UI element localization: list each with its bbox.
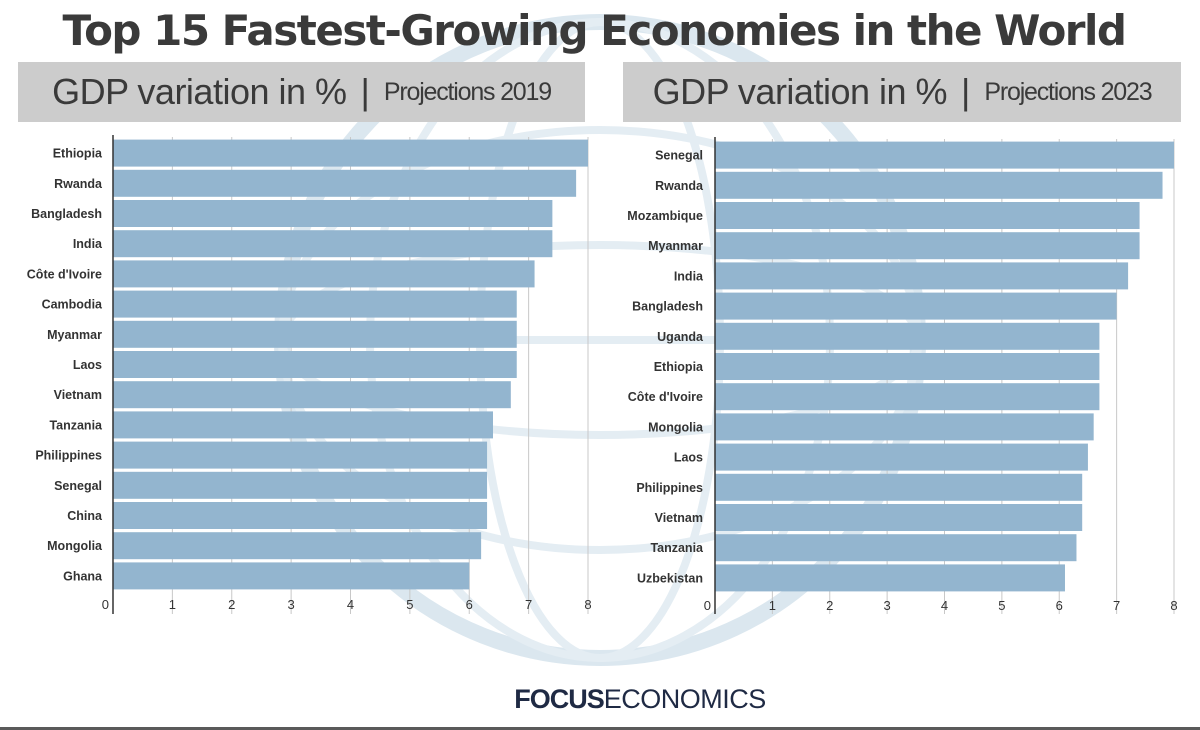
bar xyxy=(715,534,1077,562)
x-tick-label: 3 xyxy=(288,597,295,612)
x-tick-label: 8 xyxy=(584,597,591,612)
panel-subtitle: Projections 2023 xyxy=(984,77,1152,106)
footer-brand-bold: FOCUS xyxy=(514,684,604,714)
x-tick-label: 2 xyxy=(228,597,235,612)
category-label: Rwanda xyxy=(54,177,103,191)
tick-labels: 0 1 2 3 4 5 6 7 8 xyxy=(704,598,1178,613)
x-tick-label: 2 xyxy=(826,598,833,613)
header-separator: | xyxy=(961,71,971,112)
bottom-rule xyxy=(0,727,1200,730)
category-label: Ghana xyxy=(63,569,103,583)
bar xyxy=(715,232,1140,260)
bar xyxy=(715,262,1129,290)
category-label: Senegal xyxy=(655,149,703,163)
category-labels: Senegal Rwanda Mozambique Myanmar India Bangl… xyxy=(627,149,704,586)
panel-header-2023: GDP variation in % | Projections 2023 xyxy=(623,62,1181,122)
bar xyxy=(715,564,1065,592)
category-label: Mozambique xyxy=(627,209,703,223)
bar xyxy=(113,441,488,469)
category-label: Rwanda xyxy=(655,179,704,193)
category-label: Ethiopia xyxy=(53,147,103,161)
category-label: Uzbekistan xyxy=(637,571,703,585)
bar xyxy=(113,471,488,499)
category-label: Myanmar xyxy=(648,239,703,253)
bar xyxy=(715,473,1083,501)
category-label: Philippines xyxy=(636,481,703,495)
x-tick-label: 8 xyxy=(1170,598,1177,613)
x-tick-label: 3 xyxy=(884,598,891,613)
bar xyxy=(113,411,493,439)
bar xyxy=(113,381,511,409)
bar xyxy=(715,202,1140,229)
bar xyxy=(715,141,1174,169)
x-tick-label: 5 xyxy=(406,597,413,612)
tick-labels: 0 1 2 3 4 5 6 7 8 xyxy=(102,597,592,612)
bars xyxy=(113,139,588,590)
panel-subtitle: Projections 2019 xyxy=(383,77,552,106)
bar xyxy=(113,320,517,348)
bar xyxy=(113,200,553,227)
category-label: Laos xyxy=(674,451,703,465)
bar xyxy=(715,383,1100,411)
x-tick-label: 6 xyxy=(466,597,473,612)
category-label: Mongolia xyxy=(648,420,704,434)
x-tick-label: 4 xyxy=(941,598,948,613)
bar xyxy=(715,504,1083,531)
category-label: Myanmar xyxy=(47,328,102,342)
category-label: Vietnam xyxy=(655,511,703,525)
category-label: Tanzania xyxy=(49,418,103,432)
category-label: Laos xyxy=(73,358,102,372)
main-title: Top 15 Fastest-Growing Economies in the … xyxy=(62,6,1127,55)
category-label: Cambodia xyxy=(42,298,103,312)
category-label: Bangladesh xyxy=(31,207,102,221)
bar xyxy=(113,532,482,560)
bar xyxy=(113,290,517,318)
panel-title: GDP variation in % xyxy=(52,71,347,112)
bar xyxy=(113,169,577,197)
footer-logo: FOCUSECONOMICS xyxy=(0,684,1200,715)
x-tick-label: 6 xyxy=(1056,598,1063,613)
bars xyxy=(715,141,1174,592)
bar xyxy=(113,502,488,529)
category-label: Côte d'Ivoire xyxy=(628,390,703,404)
bar xyxy=(715,292,1117,320)
category-label: Ethiopia xyxy=(654,360,704,374)
bar xyxy=(715,413,1094,441)
bar xyxy=(113,139,588,167)
category-label: Uganda xyxy=(657,330,704,344)
x-tick-label: 1 xyxy=(769,598,776,613)
x-tick-label: 4 xyxy=(347,597,354,612)
bar xyxy=(715,171,1163,199)
bar xyxy=(715,353,1100,380)
category-labels: Ethiopia Rwanda Bangladesh India Côte d'Ivoi… xyxy=(27,147,103,584)
category-label: China xyxy=(67,509,103,523)
bar xyxy=(715,322,1100,350)
x-tick-label: 5 xyxy=(998,598,1005,613)
x-tick-label: 7 xyxy=(1113,598,1120,613)
category-label: Bangladesh xyxy=(632,300,703,314)
bar xyxy=(113,230,553,258)
category-label: Senegal xyxy=(54,479,102,493)
category-label: Tanzania xyxy=(650,541,704,555)
category-label: Côte d'Ivoire xyxy=(27,267,102,281)
footer-brand-regular: ECONOMICS xyxy=(603,684,767,714)
bar xyxy=(113,351,517,378)
category-label: Vietnam xyxy=(54,388,102,402)
bar xyxy=(113,562,470,590)
category-label: Mongolia xyxy=(47,539,103,553)
category-label: India xyxy=(73,237,103,251)
panel-title: GDP variation in % xyxy=(652,71,948,112)
x-tick-label: 7 xyxy=(525,597,532,612)
bar xyxy=(113,260,535,288)
bar xyxy=(715,443,1088,471)
category-label: Philippines xyxy=(35,449,102,463)
header-separator: | xyxy=(360,71,370,112)
category-label: India xyxy=(674,269,704,283)
panel-header-2019: GDP variation in % | Projections 2019 xyxy=(18,62,585,122)
x-tick-label: 0 xyxy=(102,597,109,612)
x-tick-label: 0 xyxy=(704,598,711,613)
x-tick-label: 1 xyxy=(169,597,176,612)
